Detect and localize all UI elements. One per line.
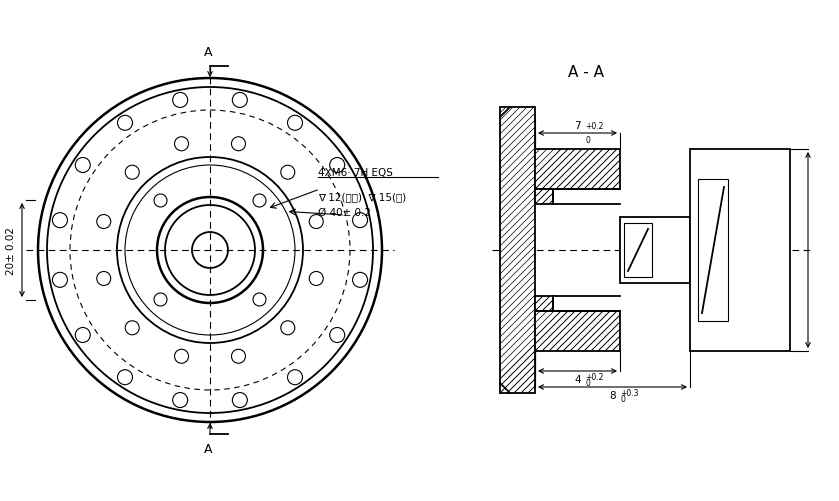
Bar [698, 180, 728, 321]
Text: Ø50: Ø50 [736, 241, 744, 260]
Text: 0: 0 [586, 136, 591, 145]
Text: 0.008: 0.008 [633, 238, 643, 263]
Text: +0.021
0: +0.021 0 [656, 236, 675, 265]
Text: +0.2: +0.2 [586, 372, 604, 381]
Bar [620, 217, 690, 284]
Text: 8: 8 [609, 390, 616, 400]
Bar [535, 189, 553, 204]
Bar [535, 312, 620, 351]
Text: +0.012
0: +0.012 0 [690, 236, 710, 265]
Text: 0: 0 [586, 378, 591, 387]
Text: 4: 4 [574, 374, 581, 384]
Text: ∇ 12(螺纹)  ∇ 15(孔): ∇ 12(螺纹) ∇ 15(孔) [318, 191, 406, 201]
Bar [535, 297, 553, 312]
Text: +0.2: +0.2 [586, 122, 604, 131]
Bar [500, 108, 535, 393]
Text: 20± 0.02: 20± 0.02 [6, 226, 16, 275]
Text: Ø 40± 0.2: Ø 40± 0.2 [318, 207, 371, 217]
Text: 0
-0.035: 0 -0.035 [740, 238, 759, 263]
Text: 4XM6· 7H EQS: 4XM6· 7H EQS [318, 168, 393, 178]
Text: 0.008: 0.008 [708, 238, 717, 263]
Bar [535, 150, 620, 189]
Text: 7: 7 [574, 121, 581, 131]
Bar [690, 150, 790, 351]
Text: +0.3: +0.3 [621, 388, 639, 397]
Text: Ø25: Ø25 [654, 241, 663, 260]
Text: 0: 0 [621, 394, 625, 403]
Bar [624, 223, 652, 278]
Text: A - A: A - A [568, 65, 604, 80]
Text: A: A [204, 46, 212, 59]
Text: A: A [204, 442, 212, 455]
Text: Ø6: Ø6 [685, 244, 695, 257]
